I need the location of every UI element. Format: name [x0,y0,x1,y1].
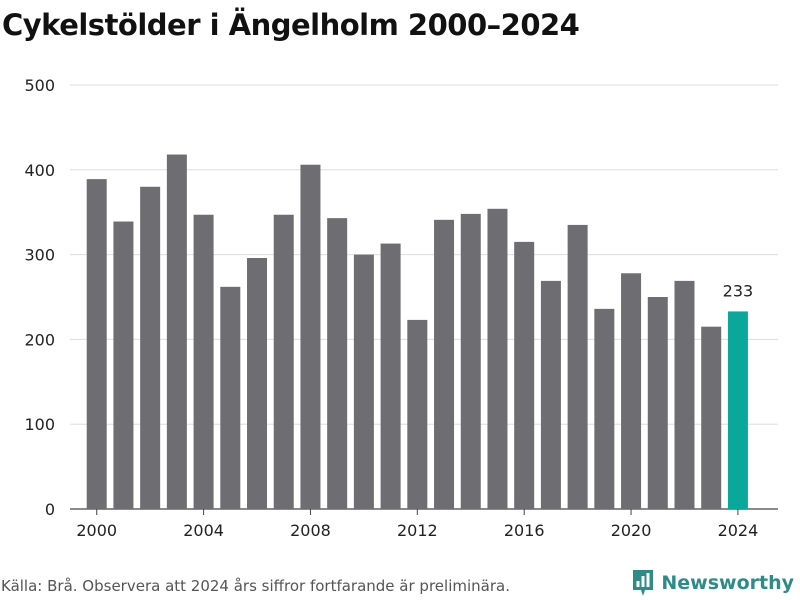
brand-name: Newsworthy [661,572,794,594]
bar-2002 [140,186,161,509]
bar-2015 [487,208,508,510]
chart-title: Cykelstölder i Ängelholm 2000–2024 [2,8,580,42]
bar-2007 [273,214,294,509]
bar-2017 [540,280,561,509]
bar-2016 [514,241,535,509]
bar-2022 [674,280,695,509]
bar-2009 [327,218,348,510]
bar-2018 [567,224,588,510]
bar-2013 [434,219,455,509]
bar-2003 [166,154,187,509]
bar-2006 [247,257,268,509]
x-tick-label-2012: 2012 [397,521,438,540]
y-axis-ticks: 0 100 200 300 400 500 [24,76,55,519]
x-tick-label-2000: 2000 [76,521,117,540]
x-tick-label-2024: 2024 [718,521,759,540]
bar-2023 [701,326,722,509]
y-tick-label-300: 300 [24,246,55,265]
x-tick-label-2004: 2004 [183,521,224,540]
x-tick-label-2020: 2020 [611,521,652,540]
y-tick-label-0: 0 [45,500,55,519]
bar-2010 [353,254,374,509]
bar-2024 [727,311,748,509]
bar-2020 [621,273,642,509]
bars [86,154,748,510]
bar-2001 [113,221,134,509]
bar-2004 [193,214,214,509]
x-axis-ticks: 2000 2004 2008 2012 2016 2020 2024 [76,509,758,540]
bar-2021 [647,297,668,509]
bar-2011 [380,243,401,510]
x-tick-label-2008: 2008 [290,521,331,540]
data-label-2024: 233 [723,281,754,300]
bar-2014 [460,213,481,509]
bar-2008 [300,164,321,509]
y-tick-label-200: 200 [24,330,55,349]
bar-2019 [594,308,615,509]
y-tick-label-100: 100 [24,415,55,434]
bar-2005 [220,286,241,509]
x-tick-label-2016: 2016 [504,521,545,540]
bar-2012 [407,319,428,509]
source-note: Källa: Brå. Observera att 2024 års siffr… [1,577,510,595]
y-tick-label-400: 400 [24,161,55,180]
brand-logo: Newsworthy [631,568,794,598]
data-labels: 233 [723,281,754,300]
y-tick-label-500: 500 [24,76,55,95]
bar-chart-logo-icon [633,570,654,596]
bar-2000 [86,179,107,510]
